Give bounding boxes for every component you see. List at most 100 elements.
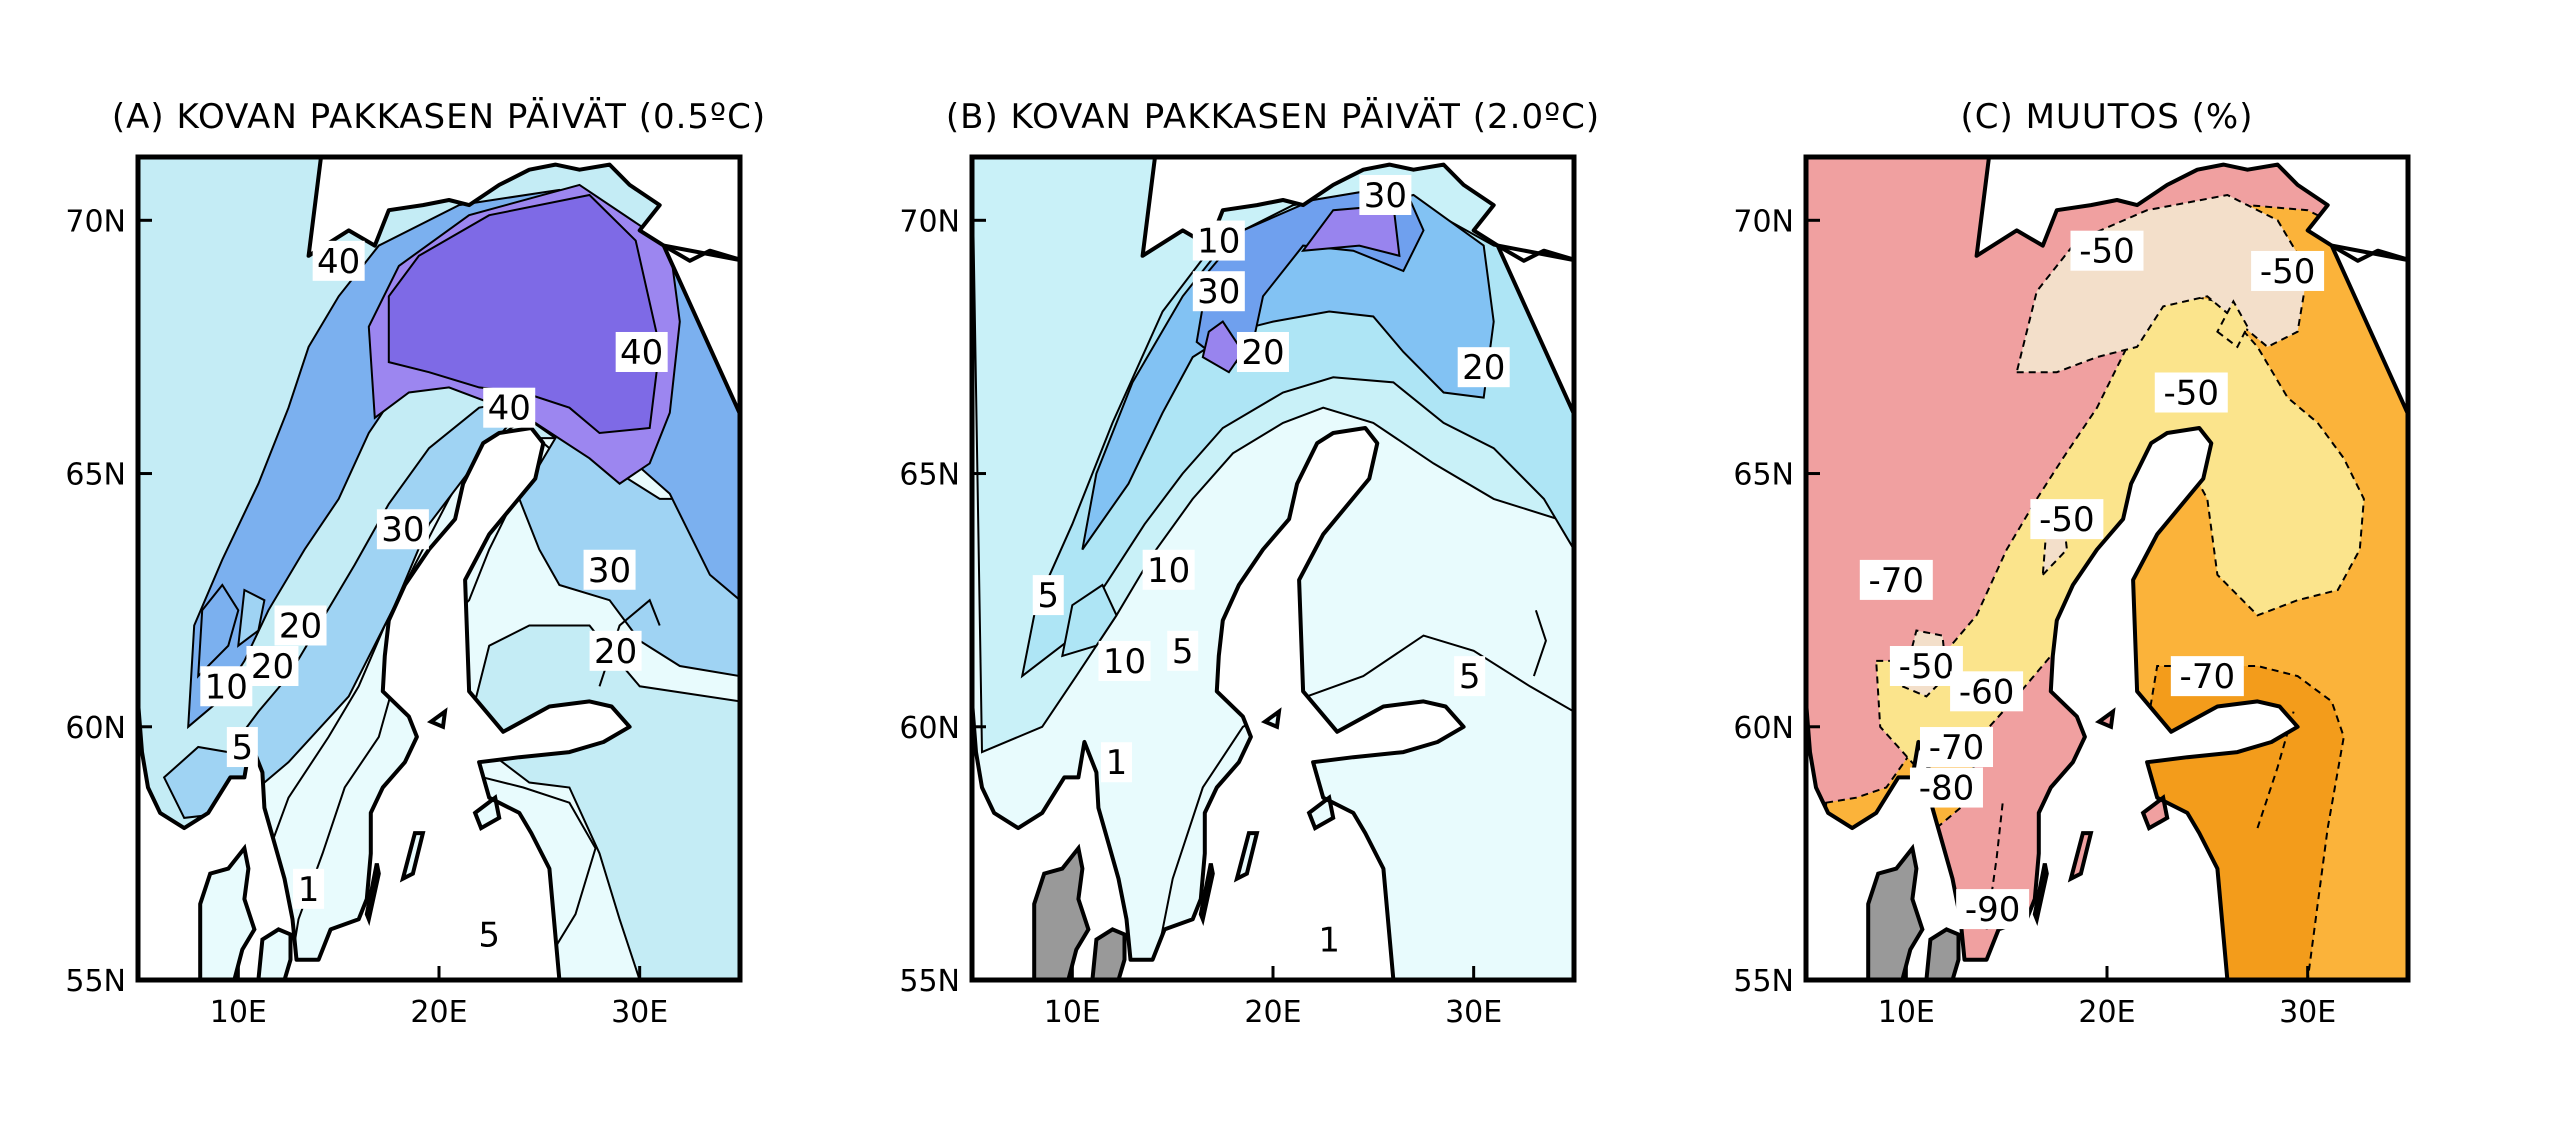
svg-text:5: 5 <box>1459 657 1481 697</box>
contour-label: 30 <box>583 549 636 591</box>
contour-label: -50 <box>1889 645 1963 687</box>
svg-text:30: 30 <box>1364 176 1407 216</box>
contour-label: 1 <box>293 868 325 910</box>
oland-island <box>1198 863 1215 926</box>
contour-label: -50 <box>2030 499 2104 540</box>
y-tick-label: 60N <box>899 711 960 746</box>
saaremaa-island <box>1306 794 1336 831</box>
gotland-island <box>2067 831 2094 883</box>
map-panel-c: (C) MUUTOS (%)-50-50-50-50-70-50-60 -70-7… <box>1733 97 2411 1030</box>
contour-label: 40 <box>615 331 668 373</box>
contour-label: 5 <box>473 914 505 955</box>
svg-text:5: 5 <box>478 915 500 955</box>
x-tick-label: 20E <box>1244 995 1301 1030</box>
contour-label: 20 <box>274 605 327 646</box>
x-tick-label: 10E <box>1044 995 1101 1030</box>
y-tick-label: 60N <box>1733 711 1794 746</box>
svg-text:40: 40 <box>317 242 360 282</box>
contour-label: 10 <box>1192 220 1245 262</box>
map-panel-a: (A) KOVAN PAKKASEN PÄIVÄT (0.5ºC) 40 40 40 3… <box>65 97 766 1030</box>
contour-region <box>197 583 240 679</box>
contour-label: 5 <box>1032 575 1064 616</box>
svg-text:5: 5 <box>1172 632 1194 672</box>
aland-island <box>426 707 448 730</box>
svg-text:30: 30 <box>588 551 631 591</box>
map-panel-b: (B) KOVAN PAKKASEN PÄIVÄT (2.0ºC) 30 10 30 2… <box>899 97 1600 1030</box>
contour-label: 5 <box>1167 630 1199 672</box>
x-tick-label: 30E <box>611 995 668 1030</box>
svg-text:-80: -80 <box>1919 769 1975 809</box>
contour-label: 30 <box>376 509 429 550</box>
svg-text:-70: -70 <box>1929 728 1985 768</box>
svg-text:20: 20 <box>594 632 637 672</box>
contour-region <box>237 588 266 648</box>
contour-label: -60 <box>1950 671 2024 712</box>
svg-text:1: 1 <box>1318 920 1340 960</box>
contour-label: 40 <box>483 387 536 429</box>
svg-text:-70: -70 <box>1869 561 1925 601</box>
contour-label: 20 <box>589 630 642 672</box>
x-tick-label: 20E <box>2078 995 2135 1030</box>
denmark-land <box>1032 843 1091 980</box>
contour-label: 20 <box>246 645 299 687</box>
contour-label: 10 <box>200 666 253 707</box>
contour-label: -50 <box>2070 230 2144 272</box>
oland-island <box>364 863 381 926</box>
saaremaa-island <box>472 794 502 831</box>
svg-text:40: 40 <box>620 333 663 373</box>
coastline <box>138 157 740 980</box>
svg-text:10: 10 <box>1103 642 1146 682</box>
zealand-land <box>1090 927 1127 980</box>
contour-line <box>1985 802 2004 930</box>
svg-text:1: 1 <box>1106 743 1128 783</box>
x-tick-label: 20E <box>410 995 467 1030</box>
y-tick-label: 70N <box>1733 204 1794 239</box>
oland-island <box>2032 863 2049 926</box>
aland-island <box>1260 707 1282 730</box>
svg-text:-50: -50 <box>1899 647 1955 687</box>
x-tick-label: 10E <box>210 995 267 1030</box>
svg-text:20: 20 <box>279 606 322 646</box>
panel-title: (B) KOVAN PAKKASEN PÄIVÄT (2.0ºC) <box>946 97 1600 137</box>
aland-island <box>2094 707 2116 730</box>
contour-label: -50 <box>2251 250 2325 292</box>
gotland-island <box>399 831 426 883</box>
contour-label: 30 <box>1359 174 1412 216</box>
gotland-island <box>1233 831 1260 883</box>
svg-text:10: 10 <box>1147 551 1190 591</box>
x-tick-label: 30E <box>2279 995 2336 1030</box>
svg-text:5: 5 <box>1037 576 1059 616</box>
zealand-land <box>1924 927 1961 980</box>
contour-label: 20 <box>1457 347 1510 388</box>
contour-label: 5 <box>1454 656 1486 697</box>
svg-text:10: 10 <box>205 667 248 707</box>
contour-label: -70 <box>1859 559 1933 601</box>
svg-text:-50: -50 <box>2079 232 2135 272</box>
y-tick-label: 70N <box>899 204 960 239</box>
contour-label: 40 <box>312 240 365 282</box>
coastline <box>1806 157 2408 980</box>
y-tick-label: 55N <box>1733 964 1794 999</box>
svg-text:30: 30 <box>381 510 424 550</box>
saaremaa-island <box>2140 794 2170 831</box>
y-tick-label: 65N <box>899 458 960 493</box>
svg-text:-50: -50 <box>2260 252 2316 292</box>
svg-text:-50: -50 <box>2164 374 2220 414</box>
contour-label: 30 <box>1192 271 1245 312</box>
contour-label: -80 <box>1909 767 1983 809</box>
x-tick-label: 30E <box>1445 995 1502 1030</box>
svg-text:-90: -90 <box>1965 890 2021 930</box>
svg-text:20: 20 <box>1462 348 1505 388</box>
svg-text:-60: -60 <box>1959 672 2015 712</box>
contour-label: 1 <box>1313 919 1345 960</box>
panel-title: (A) KOVAN PAKKASEN PÄIVÄT (0.5ºC) <box>112 97 766 137</box>
denmark-land <box>1866 843 1925 980</box>
svg-text:30: 30 <box>1197 272 1240 312</box>
contour-region <box>1060 583 1118 658</box>
y-tick-label: 55N <box>899 964 960 999</box>
svg-text:10: 10 <box>1197 222 1240 262</box>
contour-label: 1 <box>1100 742 1132 783</box>
svg-text:-70: -70 <box>2180 657 2236 697</box>
contour-label: -70 <box>2170 656 2244 697</box>
